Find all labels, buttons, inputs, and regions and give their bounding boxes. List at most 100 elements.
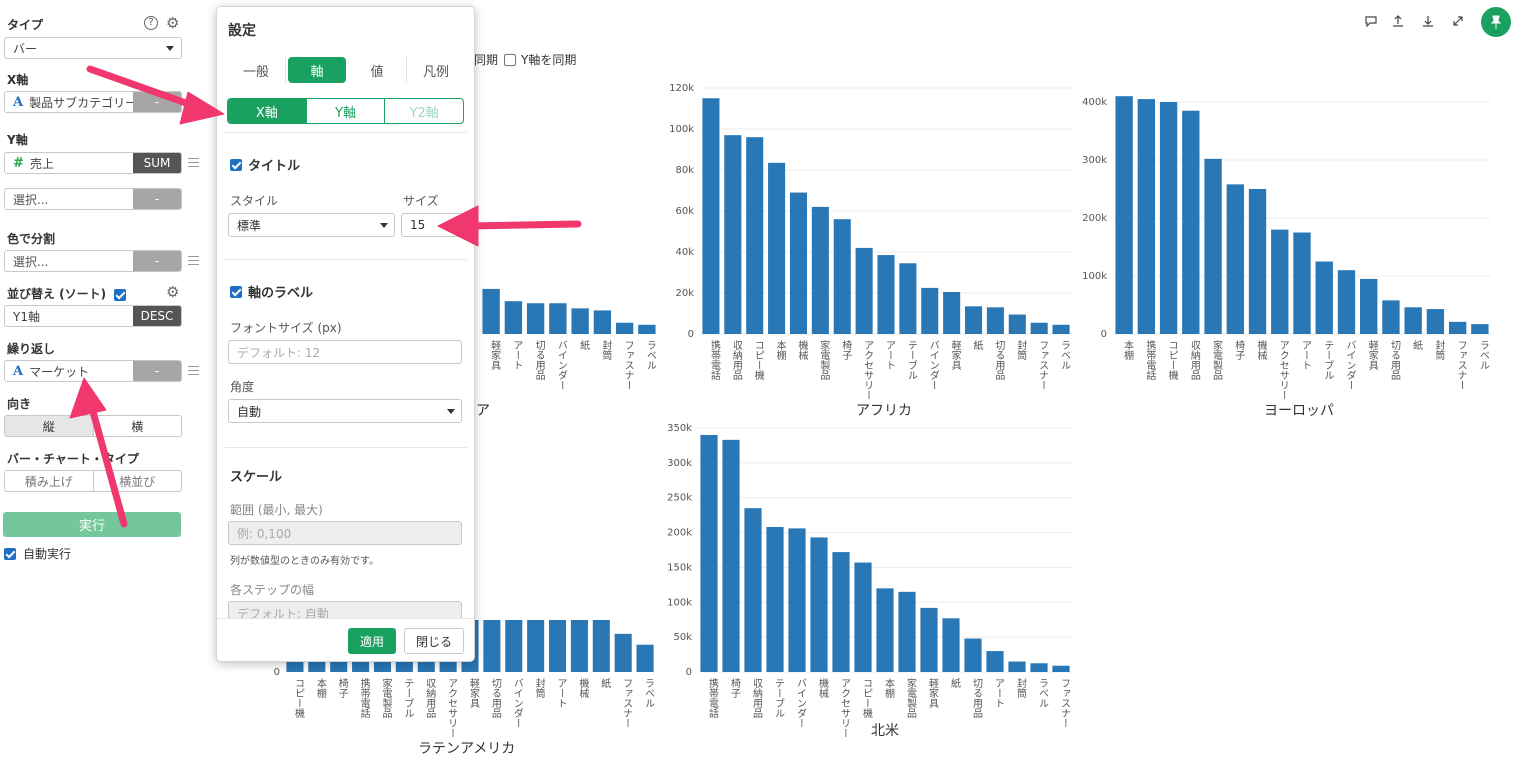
bar[interactable]	[700, 434, 718, 672]
upload-icon[interactable]	[1391, 14, 1405, 28]
bar[interactable]	[1008, 661, 1026, 672]
help-icon[interactable]: ?	[144, 16, 158, 30]
bar[interactable]	[722, 439, 740, 672]
bar[interactable]	[636, 644, 654, 672]
bar[interactable]	[482, 288, 500, 334]
direction-toggle[interactable]: 縦 横	[4, 415, 182, 437]
bar[interactable]	[505, 620, 523, 672]
bar[interactable]	[746, 137, 764, 334]
sort-checkbox[interactable]	[114, 288, 127, 301]
bar[interactable]	[1137, 99, 1156, 334]
type-select[interactable]: バー	[4, 37, 182, 59]
bar[interactable]	[1030, 663, 1048, 672]
pin-icon[interactable]	[1481, 7, 1511, 37]
bar[interactable]	[1448, 321, 1467, 334]
bar[interactable]	[1030, 322, 1048, 334]
gear-icon[interactable]: ⚙	[166, 283, 180, 301]
bar[interactable]	[833, 219, 851, 334]
y2-axis-tag[interactable]: -	[133, 189, 181, 209]
sort-field[interactable]: Y1軸 DESC	[4, 305, 182, 327]
bar[interactable]	[439, 660, 457, 672]
bar[interactable]	[1204, 158, 1222, 334]
repeat-tag[interactable]: -	[133, 361, 181, 381]
auto-run-checkbox[interactable]	[4, 547, 16, 560]
bar[interactable]	[768, 162, 786, 334]
y-sync[interactable]: Y軸を同期	[504, 51, 576, 68]
color-split-tag[interactable]: -	[133, 251, 181, 271]
bar[interactable]	[876, 588, 894, 672]
bar[interactable]	[1404, 307, 1422, 334]
bar[interactable]	[1271, 229, 1289, 334]
segment-x-axis[interactable]: X軸	[228, 99, 307, 123]
apply-button[interactable]: 適用	[348, 628, 396, 654]
sort-order-tag[interactable]: DESC	[133, 306, 181, 326]
bar[interactable]	[483, 620, 501, 672]
x-sync-label[interactable]: 同期	[474, 53, 499, 67]
bar[interactable]	[527, 620, 545, 672]
bar[interactable]	[964, 638, 982, 672]
bar[interactable]	[832, 552, 850, 672]
menu-icon[interactable]	[188, 256, 199, 265]
bar[interactable]	[592, 620, 610, 672]
bar[interactable]	[1226, 184, 1244, 334]
bar[interactable]	[942, 618, 960, 672]
menu-icon[interactable]	[188, 158, 199, 167]
bar[interactable]	[593, 310, 612, 334]
y-axis-field[interactable]: # 売上 SUM	[4, 152, 182, 174]
bar[interactable]	[548, 620, 567, 672]
bar[interactable]	[986, 307, 1004, 334]
tab-legend[interactable]: 凡例	[422, 64, 449, 80]
bar[interactable]	[766, 526, 784, 672]
bar[interactable]	[526, 303, 545, 334]
bar[interactable]	[308, 660, 326, 672]
bar[interactable]	[877, 255, 895, 334]
bar[interactable]	[549, 303, 567, 334]
bar[interactable]	[788, 528, 806, 672]
tab-axis[interactable]: 軸	[288, 57, 346, 83]
bar[interactable]	[811, 206, 829, 334]
close-button[interactable]: 閉じる	[404, 628, 464, 654]
bar[interactable]	[571, 308, 589, 334]
bar[interactable]	[1052, 665, 1070, 672]
bar[interactable]	[855, 247, 873, 334]
bar[interactable]	[986, 651, 1004, 672]
bar[interactable]	[570, 620, 588, 672]
bar[interactable]	[1115, 96, 1133, 334]
tab-general[interactable]: 一般	[227, 57, 286, 83]
size-input[interactable]: 15	[401, 213, 463, 237]
bar[interactable]	[744, 508, 762, 672]
bar[interactable]	[615, 322, 634, 334]
bar[interactable]	[898, 591, 916, 672]
bar[interactable]	[1315, 261, 1333, 335]
bar[interactable]	[1293, 232, 1311, 335]
title-checkbox[interactable]	[230, 158, 242, 171]
x-axis-field[interactable]: A 製品サブカテゴリー -	[4, 91, 182, 113]
bar[interactable]	[943, 291, 961, 334]
color-split-field[interactable]: 選択... -	[4, 250, 182, 272]
angle-select[interactable]: 自動	[228, 399, 462, 423]
bar[interactable]	[504, 301, 523, 334]
bar[interactable]	[1382, 300, 1400, 334]
bar[interactable]	[1159, 102, 1178, 334]
comment-icon[interactable]	[1364, 14, 1378, 28]
bar[interactable]	[1052, 324, 1070, 334]
bar-type-side-by-side[interactable]: 横並び	[119, 474, 156, 489]
run-button[interactable]: 実行	[3, 512, 181, 537]
bar[interactable]	[1426, 309, 1445, 334]
bar[interactable]	[352, 660, 370, 672]
bar[interactable]	[614, 633, 632, 672]
expand-icon[interactable]	[1451, 14, 1465, 28]
tab-values[interactable]: 値	[348, 57, 407, 83]
bar[interactable]	[1360, 278, 1378, 334]
bar[interactable]	[921, 287, 939, 334]
direction-horizontal[interactable]: 横	[131, 419, 144, 434]
segment-y2-axis[interactable]: Y2軸	[409, 105, 439, 121]
bar[interactable]	[1182, 110, 1200, 334]
bar[interactable]	[395, 660, 413, 672]
bar[interactable]	[1337, 270, 1356, 334]
style-select[interactable]: 標準	[228, 213, 395, 237]
bar[interactable]	[1248, 189, 1267, 334]
bar[interactable]	[1471, 324, 1489, 334]
bar[interactable]	[920, 607, 938, 672]
bar[interactable]	[899, 263, 917, 334]
